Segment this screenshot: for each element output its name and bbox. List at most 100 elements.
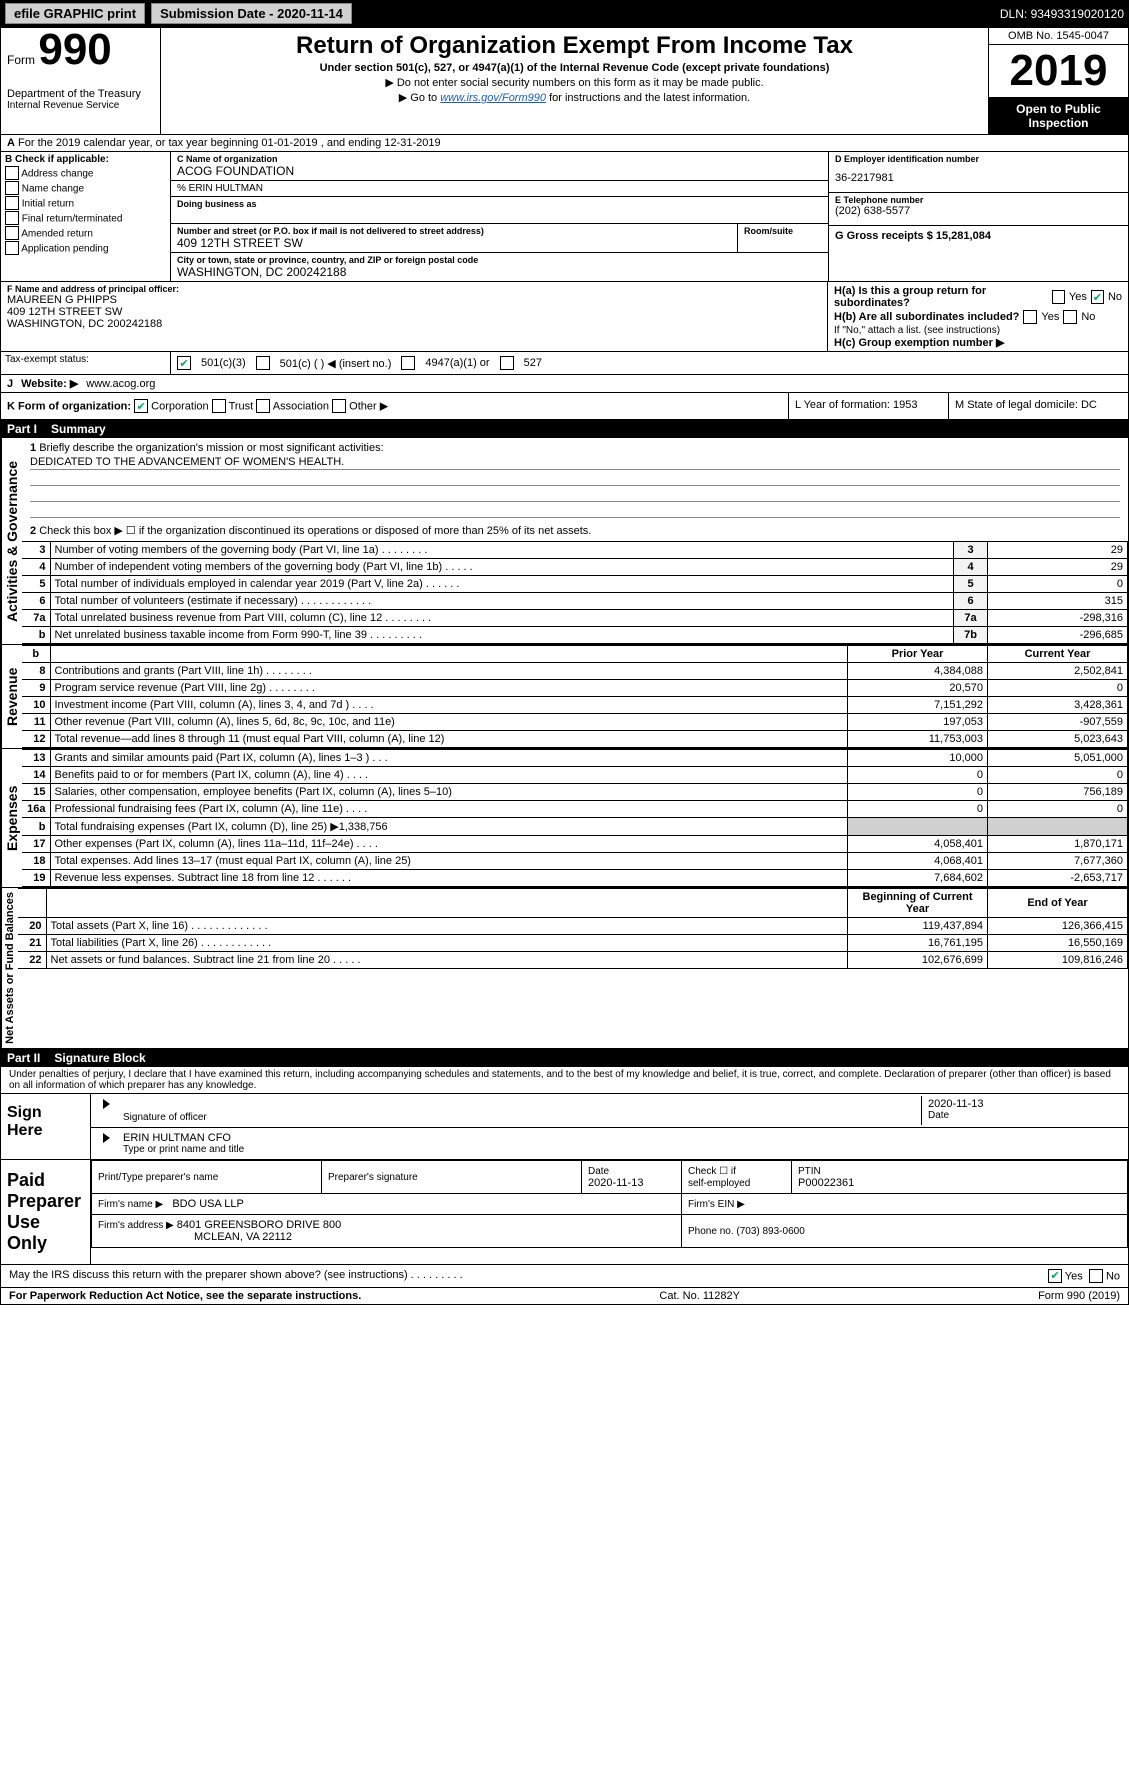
label-d-ein: D Employer identification number (835, 154, 1122, 164)
sidelabel-expenses: Expenses (1, 749, 22, 887)
q1-num: 1 (30, 442, 36, 454)
pra-notice: For Paperwork Reduction Act Notice, see … (9, 1290, 361, 1302)
table-row: 3Number of voting members of the governi… (22, 542, 1128, 559)
table-row: 4Number of independent voting members of… (22, 559, 1128, 576)
table-row: 18Total expenses. Add lines 13–17 (must … (22, 853, 1128, 870)
checkbox-ha-yes[interactable]: ✔ (1052, 290, 1065, 304)
net-table: Beginning of Current YearEnd of Year20To… (18, 888, 1128, 969)
officer-typed-name: ERIN HULTMAN CFO (123, 1132, 1116, 1144)
city-state-zip: WASHINGTON, DC 200242188 (177, 265, 822, 279)
officer-addr2: WASHINGTON, DC 200242188 (7, 318, 821, 330)
checkbox-501c[interactable]: ✔ (256, 356, 270, 370)
label-tax-status: Tax-exempt status: (1, 352, 171, 374)
hb-note: If "No," attach a list. (see instruction… (834, 325, 1122, 336)
sign-label-2: Here (7, 1122, 84, 1140)
table-row: bTotal fundraising expenses (Part IX, co… (22, 818, 1128, 836)
l-year-formation: L Year of formation: 1953 (788, 393, 948, 419)
checkbox-application-pending[interactable]: ✔ Application pending (5, 241, 166, 255)
k-form-of-org: K Form of organization: ✔ Corporation ✔ … (1, 393, 788, 419)
typed-name-label: Type or print name and title (123, 1144, 1116, 1155)
checkbox-4947[interactable]: ✔ (401, 356, 415, 370)
sig-date: 2020-11-13 (928, 1098, 1116, 1110)
tax-year: 2019 (989, 45, 1128, 97)
arrow-icon (103, 1099, 110, 1109)
efile-print-button[interactable]: efile GRAPHIC print (5, 3, 145, 24)
mission-answer: DEDICATED TO THE ADVANCEMENT OF WOMEN'S … (30, 456, 1120, 470)
table-row: 17Other expenses (Part IX, column (A), l… (22, 836, 1128, 853)
submission-date-button[interactable]: Submission Date - 2020-11-14 (151, 3, 352, 24)
checkbox-discuss-yes[interactable]: ✔ (1048, 1269, 1062, 1283)
paid-label-2: Preparer (7, 1191, 84, 1212)
top-toolbar: efile GRAPHIC print Submission Date - 20… (0, 0, 1129, 27)
part-2-header: Part II Signature Block (1, 1049, 1128, 1067)
table-row: bNet unrelated business taxable income f… (22, 627, 1128, 644)
label-c-orgname: C Name of organization (177, 154, 822, 164)
sign-label-1: Sign (7, 1104, 84, 1122)
label-city: City or town, state or province, country… (177, 255, 822, 265)
org-name: ACOG FOUNDATION (177, 164, 822, 178)
table-row: 10Investment income (Part VIII, column (… (22, 697, 1128, 714)
sidelabel-revenue: Revenue (1, 645, 22, 748)
table-row: 12Total revenue—add lines 8 through 11 (… (22, 731, 1128, 748)
form-note-ssn: ▶ Do not enter social security numbers o… (169, 76, 980, 89)
sig-officer-label: Signature of officer (123, 1112, 915, 1123)
sidelabel-activities: Activities & Governance (1, 438, 22, 644)
expense-table: 13Grants and similar amounts paid (Part … (22, 749, 1128, 887)
checkbox-hb-yes[interactable]: ✔ (1023, 310, 1037, 324)
form-note-link: ▶ Go to www.irs.gov/Form990 for instruct… (169, 91, 980, 104)
dln-label: DLN: 93493319020120 (1000, 7, 1124, 21)
label-e-phone: E Telephone number (835, 195, 1122, 205)
row-a-tax-year: A For the 2019 calendar year, or tax yea… (1, 135, 1128, 152)
checkbox-final-return-terminated[interactable]: ✔ Final return/terminated (5, 211, 166, 225)
form-footer: Form 990 (2019) (1038, 1290, 1120, 1302)
checkbox-address-change[interactable]: ✔ Address change (5, 166, 166, 180)
table-row: 20Total assets (Part X, line 16) . . . .… (18, 918, 1128, 935)
table-row: 21Total liabilities (Part X, line 26) . … (18, 935, 1128, 952)
checkbox-amended-return[interactable]: ✔ Amended return (5, 226, 166, 240)
open-public-2: Inspection (993, 116, 1124, 130)
declaration-text: Under penalties of perjury, I declare th… (1, 1067, 1128, 1094)
gross-receipts: G Gross receipts $ 15,281,084 (835, 230, 991, 242)
checkbox-initial-return[interactable]: ✔ Initial return (5, 196, 166, 210)
table-row: 14Benefits paid to or for members (Part … (22, 767, 1128, 784)
checkbox-trust[interactable]: ✔ (212, 399, 226, 413)
checkbox-ha-no[interactable]: ✔ (1091, 290, 1104, 304)
revenue-table: bPrior YearCurrent Year8Contributions an… (22, 645, 1128, 748)
paid-label-1: Paid (7, 1170, 84, 1191)
label-address: Number and street (or P.O. box if mail i… (177, 226, 731, 236)
form-title: Return of Organization Exempt From Incom… (169, 32, 980, 60)
checkbox-discuss-no[interactable]: ✔ (1089, 1269, 1103, 1283)
checkbox-hb-no[interactable]: ✔ (1063, 310, 1077, 324)
checkbox-corporation[interactable]: ✔ (134, 399, 148, 413)
ein: 36-2217981 (835, 172, 1122, 184)
label-room: Room/suite (744, 226, 822, 236)
irs-link[interactable]: www.irs.gov/Form990 (440, 92, 546, 104)
dept-irs: Internal Revenue Service (7, 100, 154, 111)
omb-number: OMB No. 1545-0047 (989, 28, 1128, 45)
checkbox-association[interactable]: ✔ (256, 399, 270, 413)
paid-preparer-table: Print/Type preparer's name Preparer's si… (91, 1160, 1128, 1248)
table-row: 6Total number of volunteers (estimate if… (22, 593, 1128, 610)
q2-text: Check this box ▶ ☐ if the organization d… (39, 525, 591, 537)
paid-label-3: Use Only (7, 1212, 84, 1254)
checkbox-name-change[interactable]: ✔ Name change (5, 181, 166, 195)
checkbox-other[interactable]: ✔ (332, 399, 346, 413)
form-prefix: Form (7, 53, 35, 67)
address: 409 12TH STREET SW (177, 236, 731, 250)
form-subtitle: Under section 501(c), 527, or 4947(a)(1)… (169, 62, 980, 74)
table-row: 16aProfessional fundraising fees (Part I… (22, 801, 1128, 818)
table-row: 11Other revenue (Part VIII, column (A), … (22, 714, 1128, 731)
officer-addr1: 409 12TH STREET SW (7, 306, 821, 318)
cat-no: Cat. No. 11282Y (659, 1290, 740, 1302)
sig-date-label: Date (928, 1110, 1116, 1121)
checkbox-501c3[interactable]: ✔ (177, 356, 191, 370)
table-row: 8Contributions and grants (Part VIII, li… (22, 663, 1128, 680)
sidelabel-net: Net Assets or Fund Balances (1, 888, 18, 1048)
q2-num: 2 (30, 525, 36, 537)
checkbox-527[interactable]: ✔ (500, 356, 514, 370)
label-ha: H(a) Is this a group return for subordin… (834, 285, 1048, 309)
table-row: 9Program service revenue (Part VIII, lin… (22, 680, 1128, 697)
table-row: 5Total number of individuals employed in… (22, 576, 1128, 593)
open-public-1: Open to Public (993, 102, 1124, 116)
website-url: www.acog.org (86, 378, 155, 390)
